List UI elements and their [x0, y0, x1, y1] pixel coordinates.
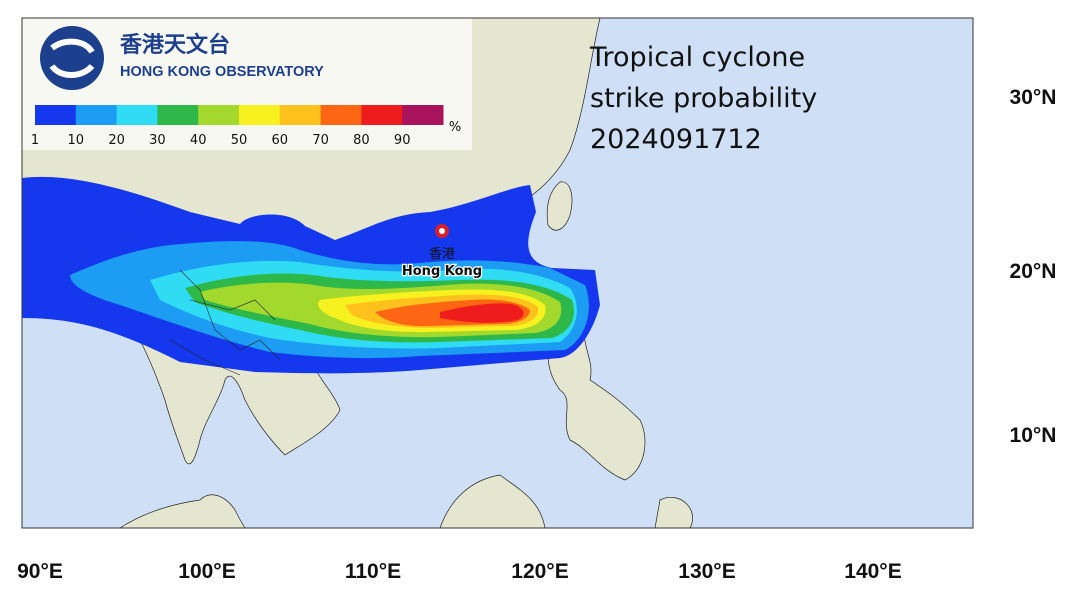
place-chinese: 香港: [429, 247, 455, 262]
title-line: Tropical cyclone: [589, 42, 805, 73]
swath-level: [440, 303, 524, 323]
land-borneo: [439, 474, 546, 528]
legend-unit: %: [449, 120, 461, 135]
legend-label: 60: [272, 133, 289, 148]
legend-label: 20: [108, 133, 125, 148]
legend: 1 10 20 30 40 50 60 70 80 90%: [31, 105, 461, 148]
lon-label: 100°E: [178, 560, 235, 583]
land-sumatra-malaya: [119, 494, 246, 528]
probability-swath: [22, 176, 600, 374]
lon-label: 90°E: [17, 560, 63, 583]
legend-swatch: [116, 105, 158, 125]
map-area: 香港 Hong Kong: [22, 18, 973, 528]
lat-label: 30°N: [1010, 86, 1057, 109]
lon-label: 120°E: [511, 560, 568, 583]
org-english: HONG KONG OBSERVATORY: [120, 64, 324, 80]
legend-swatch: [75, 105, 118, 125]
lon-label: 130°E: [678, 560, 735, 583]
legend-swatch: [157, 105, 199, 125]
legend-label: 80: [353, 133, 370, 148]
legend-label: 90: [394, 133, 411, 148]
lon-label: 140°E: [844, 560, 901, 583]
lat-label: 20°N: [1010, 260, 1057, 283]
borders: [169, 269, 281, 376]
title-line: strike probability: [590, 83, 817, 114]
legend-label: 40: [190, 133, 207, 148]
legend-swatch: [35, 105, 77, 125]
org-chinese: 香港天文台: [120, 32, 230, 58]
marker-center: [439, 228, 445, 234]
map-frame: [21, 17, 974, 529]
logo: [40, 26, 104, 90]
place-english: Hong Kong: [402, 264, 482, 279]
legend-swatch: [320, 105, 362, 125]
legend-swatch: [239, 105, 281, 125]
legend-swatch: [402, 105, 444, 125]
legend-label: 10: [68, 133, 85, 148]
logo-emblem: [40, 26, 104, 90]
legend-swatch: [361, 105, 403, 125]
lon-label: 110°E: [345, 560, 401, 583]
logo-swirl: [49, 38, 95, 78]
legend-label: 30: [149, 133, 166, 148]
hong-kong-marker: [435, 224, 449, 238]
land-taiwan: [546, 181, 573, 231]
legend-label: 1: [31, 133, 39, 148]
title-line: 2024091712: [590, 124, 762, 155]
lat-label: 10°N: [1010, 424, 1057, 447]
legend-label: 50: [231, 133, 248, 148]
legend-label: 70: [312, 133, 329, 148]
legend-swatch: [279, 105, 322, 125]
legend-swatch: [198, 105, 240, 125]
